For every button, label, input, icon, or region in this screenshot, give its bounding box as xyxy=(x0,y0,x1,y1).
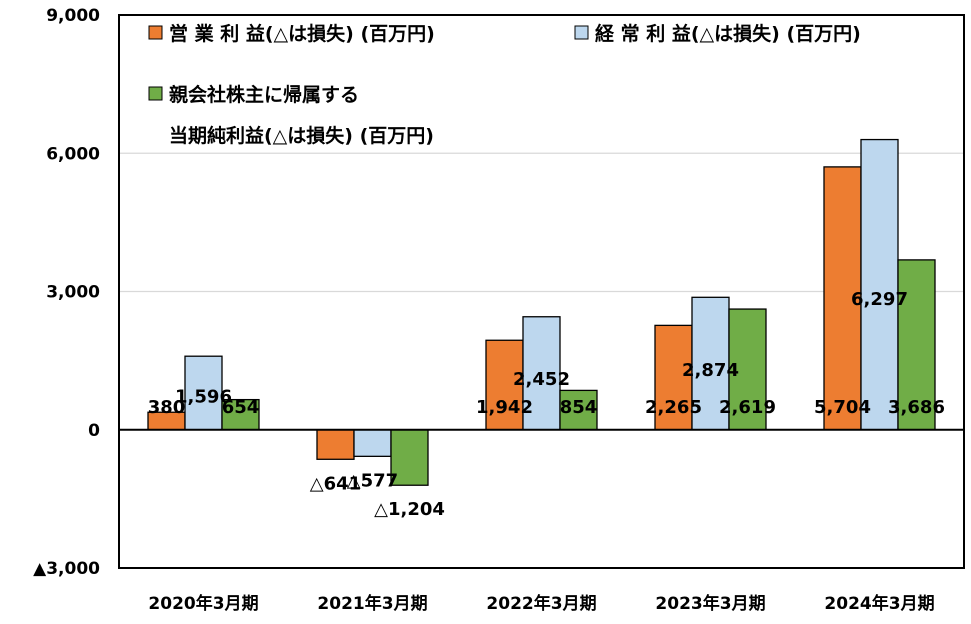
data-label: △1,204 xyxy=(374,499,445,520)
bar xyxy=(485,339,524,431)
legend-swatch-ordinary xyxy=(574,25,589,40)
data-label: 380 xyxy=(148,397,186,418)
data-label: 1,942 xyxy=(476,397,533,418)
data-label: 6,297 xyxy=(851,289,908,310)
y-tick-label: 0 xyxy=(88,421,100,441)
plot-frame xyxy=(118,14,965,569)
bar xyxy=(728,308,767,431)
bar xyxy=(316,429,355,460)
bar xyxy=(390,429,429,486)
x-category-label: 2020年3月期 xyxy=(148,593,258,614)
legend-swatch-net xyxy=(148,86,163,101)
legend-swatch-operating xyxy=(148,25,163,40)
legend-label-net-line1: 親会社株主に帰属する xyxy=(169,83,359,106)
data-label: 854 xyxy=(560,397,598,418)
bar xyxy=(860,138,899,431)
data-label: 2,452 xyxy=(513,369,570,390)
data-label: 2,265 xyxy=(645,397,702,418)
legend-label-net-line2: 当期純利益(△は損失) (百万円) xyxy=(169,124,434,147)
y-tick-label: 3,000 xyxy=(46,283,100,303)
legend-label-operating: 営 業 利 益(△は損失) (百万円) xyxy=(169,22,435,45)
bar xyxy=(353,429,392,457)
bar xyxy=(897,259,936,431)
x-category-label: 2023年3月期 xyxy=(655,593,765,614)
bar xyxy=(522,316,561,431)
data-label: 2,874 xyxy=(682,360,739,381)
data-label: △641 xyxy=(310,473,361,494)
x-category-label: 2022年3月期 xyxy=(486,593,596,614)
y-axis-ticks: 9,000 6,000 3,000 0 ▲3,000 xyxy=(33,6,100,579)
x-axis-categories: 2020年3月期 2021年3月期 2022年3月期 2023年3月期 2024年3月期 xyxy=(148,593,934,614)
y-tick-label: ▲3,000 xyxy=(33,559,100,579)
data-label: 2,619 xyxy=(719,397,776,418)
gridlines xyxy=(119,152,964,293)
legend-label-ordinary: 経 常 利 益(△は損失) (百万円) xyxy=(595,22,861,45)
x-category-label: 2021年3月期 xyxy=(317,593,427,614)
data-label: 5,704 xyxy=(814,397,871,418)
legend: 営 業 利 益(△は損失) (百万円) 経 常 利 益(△は損失) (百万円) … xyxy=(148,22,861,147)
y-tick-label: 9,000 xyxy=(46,6,100,26)
data-label: 654 xyxy=(222,397,260,418)
x-category-label: 2024年3月期 xyxy=(824,593,934,614)
bar xyxy=(559,389,598,431)
data-label: △577 xyxy=(347,470,398,491)
data-label: 1,596 xyxy=(175,387,232,408)
bars xyxy=(147,138,936,486)
data-label: 3,686 xyxy=(888,397,945,418)
y-tick-label: 6,000 xyxy=(46,144,100,164)
bar xyxy=(184,355,223,431)
